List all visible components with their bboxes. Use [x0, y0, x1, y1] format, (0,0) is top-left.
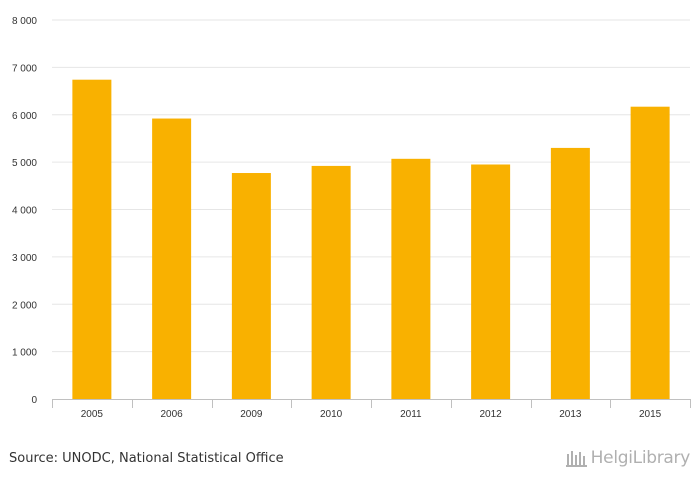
y-tick-label: 5 000	[12, 158, 37, 169]
x-tick-label: 2005	[81, 409, 104, 420]
x-tick-label: 2010	[320, 409, 343, 420]
bar	[550, 147, 590, 399]
x-tick-label: 2006	[161, 409, 184, 420]
y-tick-label: 1 000	[12, 348, 37, 359]
x-tick-label: 2013	[559, 409, 582, 420]
library-columns-icon	[565, 451, 587, 467]
bars	[72, 79, 670, 399]
y-tick-label: 8 000	[12, 16, 37, 27]
bar-chart: 0 1 000 2 000 3 000 4 000 5 000 6 000 7 000 8 00…	[12, 16, 691, 420]
x-tick-label: 2009	[240, 409, 263, 420]
footer: Source: UNODC, National Statistical Offi…	[0, 440, 700, 483]
bar	[471, 164, 511, 399]
y-tick-label: 7 000	[12, 63, 37, 74]
gridlines	[52, 19, 690, 353]
bar	[391, 158, 431, 399]
helgi-library-logo: HelgiLibrary	[565, 448, 691, 468]
bar	[72, 79, 112, 399]
x-tick-label: 2015	[639, 409, 662, 420]
y-tick-label: 0	[31, 395, 37, 406]
y-axis-ticks: 0 1 000 2 000 3 000 4 000 5 000 6 000 7 000 8 00…	[12, 16, 37, 406]
x-tick-label: 2012	[480, 409, 503, 420]
bar	[231, 173, 271, 399]
y-tick-label: 6 000	[12, 111, 37, 122]
source-text: Source: UNODC, National Statistical Offi…	[9, 451, 284, 466]
logo-text: HelgiLibrary	[590, 448, 691, 468]
x-tick-label: 2011	[400, 409, 422, 420]
bar	[630, 106, 670, 399]
bar	[311, 165, 351, 399]
x-axis: 2005 2006 2009 2010 2011 2012 2013 2015	[52, 399, 691, 420]
y-tick-label: 3 000	[12, 253, 37, 264]
y-tick-label: 2 000	[12, 300, 37, 311]
bar	[152, 118, 192, 399]
y-tick-label: 4 000	[12, 206, 37, 217]
